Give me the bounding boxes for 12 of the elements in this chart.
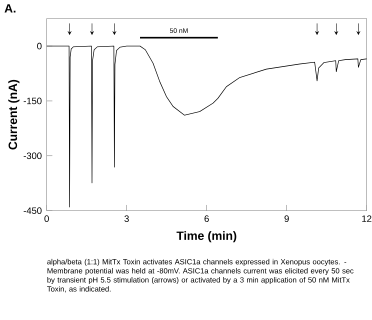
x-tick-label: 6 xyxy=(204,215,209,222)
y-tick-label: -300 xyxy=(24,152,42,160)
x-tick-label: 9 xyxy=(284,215,289,222)
x-tick-label: 12 xyxy=(362,215,372,222)
x-axis-title: Time (min) xyxy=(176,231,236,242)
x-tick-label: 0 xyxy=(44,215,49,222)
y-axis-title: Current (nA) xyxy=(8,80,20,150)
x-tick-label: 3 xyxy=(124,215,129,222)
y-tick-label: -150 xyxy=(24,98,42,104)
y-tick-label: -450 xyxy=(24,207,42,214)
text: A. xyxy=(4,4,16,13)
y-tick-label: 0 xyxy=(37,42,42,50)
